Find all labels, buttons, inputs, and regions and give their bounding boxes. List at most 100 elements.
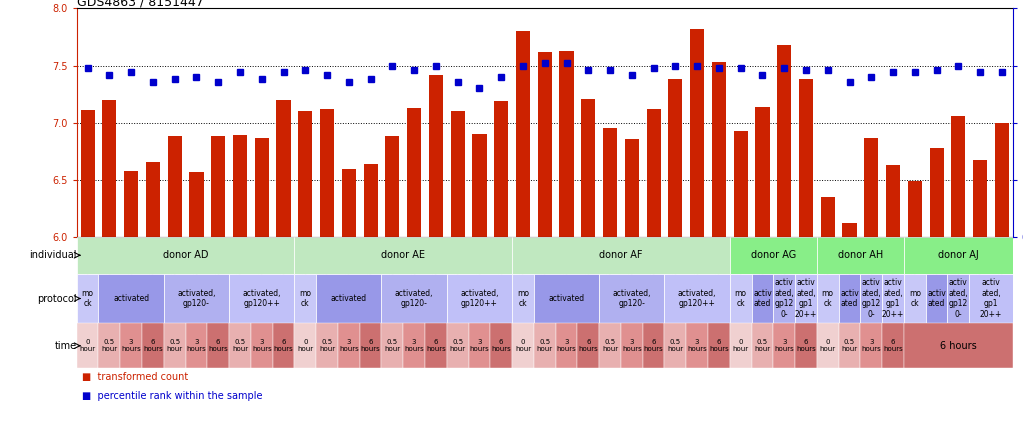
Bar: [930, 148, 943, 237]
Bar: [973, 160, 987, 237]
Bar: [577, 324, 599, 368]
Bar: [729, 274, 752, 324]
Bar: [295, 324, 316, 368]
Bar: [860, 274, 882, 324]
Bar: [81, 110, 95, 237]
Bar: [665, 274, 729, 324]
Bar: [904, 324, 1013, 368]
Text: donor AH: donor AH: [838, 250, 883, 260]
Text: 3
hours: 3 hours: [122, 339, 141, 352]
Bar: [450, 111, 464, 237]
Text: 6
hours: 6 hours: [643, 339, 664, 352]
Text: 3
hours: 3 hours: [186, 339, 207, 352]
Bar: [320, 109, 335, 237]
Bar: [77, 274, 98, 324]
Bar: [342, 170, 356, 237]
Text: 0.5
hour: 0.5 hour: [602, 339, 618, 352]
Bar: [625, 139, 639, 237]
Text: 0.5
hour: 0.5 hour: [167, 339, 183, 352]
Text: mo
ck: mo ck: [300, 289, 311, 308]
Bar: [124, 170, 138, 237]
Text: 6
hours: 6 hours: [883, 339, 903, 352]
Text: 3
hours: 3 hours: [687, 339, 707, 352]
Bar: [273, 324, 295, 368]
Text: donor AJ: donor AJ: [938, 250, 979, 260]
Text: activated: activated: [330, 294, 367, 303]
Bar: [494, 101, 508, 237]
Text: activ
ated,
gp12
0-: activ ated, gp12 0-: [774, 278, 794, 319]
Bar: [251, 324, 273, 368]
Bar: [820, 197, 835, 237]
Bar: [795, 324, 816, 368]
Text: 0.5
hour: 0.5 hour: [537, 339, 552, 352]
Bar: [382, 274, 447, 324]
Bar: [382, 324, 403, 368]
Text: 6
hours: 6 hours: [361, 339, 381, 352]
Bar: [185, 324, 208, 368]
Bar: [799, 79, 813, 237]
Text: activ
ated,
gp1
20++: activ ated, gp1 20++: [795, 278, 817, 319]
Text: 6 hours: 6 hours: [940, 341, 977, 351]
Text: 3
hours: 3 hours: [252, 339, 272, 352]
Text: mo
ck: mo ck: [908, 289, 921, 308]
Bar: [338, 324, 360, 368]
Bar: [882, 324, 904, 368]
Bar: [842, 223, 856, 237]
Bar: [581, 99, 595, 237]
Bar: [555, 324, 577, 368]
Bar: [538, 52, 551, 237]
Bar: [560, 51, 574, 237]
Bar: [773, 324, 795, 368]
Text: donor AD: donor AD: [163, 250, 209, 260]
Bar: [363, 164, 377, 237]
Bar: [142, 324, 164, 368]
Bar: [146, 162, 160, 237]
Text: mo
ck: mo ck: [517, 289, 529, 308]
Bar: [77, 237, 295, 274]
Bar: [98, 274, 164, 324]
Bar: [712, 62, 726, 237]
Bar: [686, 324, 708, 368]
Bar: [752, 324, 773, 368]
Text: activated,
gp120-: activated, gp120-: [395, 289, 434, 308]
Bar: [316, 274, 382, 324]
Bar: [407, 108, 421, 237]
Bar: [603, 129, 617, 237]
Bar: [534, 274, 599, 324]
Text: 3
hours: 3 hours: [622, 339, 641, 352]
Bar: [882, 274, 904, 324]
Bar: [904, 274, 926, 324]
Bar: [729, 237, 816, 274]
Text: 0.5
hour: 0.5 hour: [319, 339, 336, 352]
Bar: [513, 324, 534, 368]
Text: 0
hour: 0 hour: [819, 339, 836, 352]
Bar: [295, 237, 513, 274]
Bar: [77, 324, 98, 368]
Text: 6
hours: 6 hours: [273, 339, 294, 352]
Text: 0
hour: 0 hour: [515, 339, 531, 352]
Bar: [816, 237, 904, 274]
Bar: [994, 123, 1009, 237]
Text: 6
hours: 6 hours: [426, 339, 446, 352]
Bar: [708, 324, 729, 368]
Bar: [947, 274, 969, 324]
Bar: [513, 237, 729, 274]
Text: 0.5
hour: 0.5 hour: [667, 339, 683, 352]
Bar: [473, 134, 487, 237]
Bar: [773, 274, 795, 324]
Bar: [295, 274, 316, 324]
Text: donor AF: donor AF: [599, 250, 642, 260]
Bar: [164, 274, 229, 324]
Bar: [886, 165, 900, 237]
Text: activ
ated: activ ated: [753, 289, 771, 308]
Bar: [233, 135, 248, 237]
Text: 6
hours: 6 hours: [209, 339, 228, 352]
Text: mo
ck: mo ck: [821, 289, 834, 308]
Bar: [513, 274, 534, 324]
Text: activated,
gp120-: activated, gp120-: [177, 289, 216, 308]
Text: activated,
gp120++: activated, gp120++: [460, 289, 498, 308]
Text: 6
hours: 6 hours: [709, 339, 728, 352]
Bar: [229, 274, 295, 324]
Text: 6
hours: 6 hours: [491, 339, 512, 352]
Bar: [755, 107, 769, 237]
